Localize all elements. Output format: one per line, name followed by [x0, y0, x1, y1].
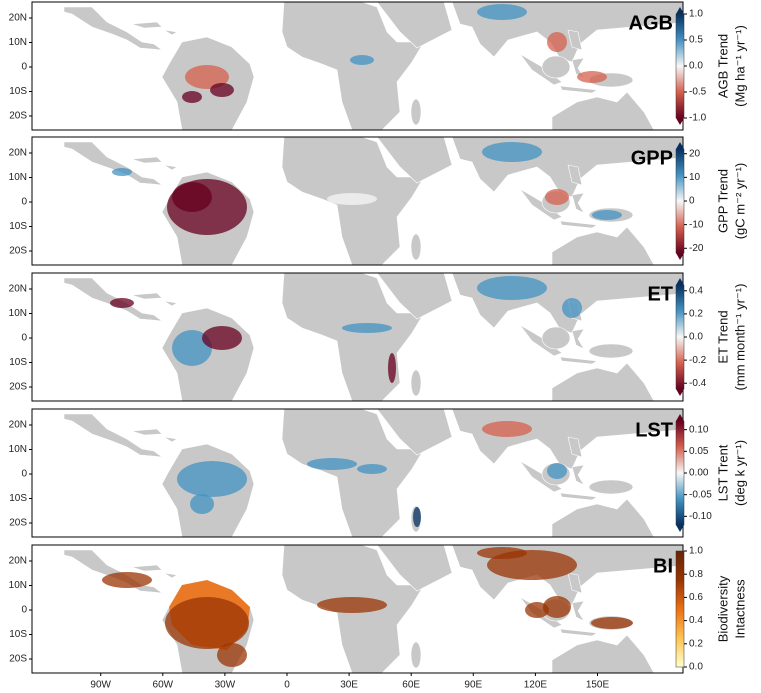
lat-label: 20N: [9, 148, 27, 159]
colorbar: [675, 420, 685, 526]
lat-label: 10S: [9, 493, 27, 504]
panel-label: BI: [653, 555, 673, 577]
colorbar-extend: [676, 7, 684, 14]
panel-label: LST: [635, 419, 673, 441]
lat-label: 10N: [9, 444, 27, 455]
colorbar-tick-label: 1.0: [689, 9, 703, 20]
colorbar-tick-label: 0.4: [689, 285, 703, 296]
lat-label: 0: [21, 333, 27, 344]
colorbar-tick-label: 1.0: [689, 546, 703, 557]
map-panel: [32, 137, 683, 265]
colorbar-title: (mm month⁻¹ yr⁻¹): [732, 284, 747, 391]
panel-label: AGB: [629, 12, 673, 34]
lat-label: 20N: [9, 556, 27, 567]
lon-label: 120E: [524, 680, 548, 691]
colorbar-tick-label: 0.8: [689, 569, 703, 580]
colorbar: [675, 148, 685, 254]
colorbar-tick-label: 0.5: [689, 35, 703, 46]
lon-label: 0: [284, 680, 290, 691]
lat-label: 10S: [9, 357, 27, 368]
lat-label: 20S: [9, 111, 27, 122]
colorbar-tick-label: 0: [689, 196, 695, 207]
lon-label: 90W: [90, 680, 111, 691]
colorbar-title: ET Trend: [715, 310, 730, 363]
colorbar-tick-label: 0.0: [689, 332, 703, 343]
lat-label: 10N: [9, 37, 27, 48]
colorbar-extend: [676, 414, 684, 421]
colorbar-title: GPP Trend: [715, 169, 730, 233]
panel-label: GPP: [631, 147, 673, 169]
map-panel: [32, 409, 683, 537]
lat-label: 10N: [9, 580, 27, 591]
colorbar-tick-label: 0.2: [689, 638, 703, 649]
colorbar-extend: [676, 142, 684, 149]
lat-label: 20S: [9, 654, 27, 665]
lon-label: 30W: [215, 680, 236, 691]
map-panel: [32, 2, 683, 130]
colorbar-title: (gC m⁻² yr⁻¹): [732, 163, 747, 240]
colorbar-tick-label: 0.6: [689, 592, 703, 603]
colorbar-tick-label: -0.2: [689, 355, 707, 366]
lat-label: 10N: [9, 172, 27, 183]
lat-label: 0: [21, 469, 27, 480]
lat-label: 0: [21, 605, 27, 616]
colorbar: [675, 13, 685, 119]
colorbar-tick-label: 0.10: [689, 424, 709, 435]
colorbar-tick-label: -0.5: [689, 87, 707, 98]
colorbar-tick-label: -0.10: [689, 511, 712, 522]
lon-label: 90E: [464, 680, 482, 691]
colorbar-title: Biodiversity: [715, 575, 730, 642]
colorbar-tick-label: 0.05: [689, 446, 709, 457]
colorbar-title: (deg k yr⁻¹): [732, 440, 747, 506]
colorbar-title: AGB Trend: [715, 34, 730, 98]
lat-label: 20N: [9, 420, 27, 431]
lat-label: 10S: [9, 86, 27, 97]
lat-label: 0: [21, 197, 27, 208]
colorbar-tick-label: -1.0: [689, 113, 707, 124]
colorbar-tick-label: 0.0: [689, 662, 703, 673]
colorbar-tick-label: -0.4: [689, 378, 707, 389]
map-panel: [32, 545, 683, 673]
lat-label: 20S: [9, 382, 27, 393]
colorbar-tick-label: 20: [689, 148, 701, 159]
colorbar: [675, 550, 685, 668]
colorbar-tick-label: 0.4: [689, 615, 703, 626]
colorbar-extend: [676, 525, 684, 532]
colorbar-title: (Mg ha⁻¹ yr⁻¹): [732, 25, 747, 107]
colorbar-tick-label: 0.00: [689, 468, 709, 479]
colorbar-extend: [676, 253, 684, 260]
panel-label: ET: [647, 283, 673, 305]
lat-label: 10S: [9, 629, 27, 640]
colorbar-tick-label: 0.2: [689, 309, 703, 320]
colorbar-tick-label: 0.0: [689, 61, 703, 72]
colorbar-tick-label: -10: [689, 219, 704, 230]
lat-label: 20N: [9, 13, 27, 24]
map-panel: [32, 273, 683, 401]
colorbar-extend: [676, 278, 684, 285]
lon-label: 60W: [153, 680, 174, 691]
lat-label: 10N: [9, 308, 27, 319]
lat-label: 0: [21, 62, 27, 73]
lon-label: 60E: [402, 680, 420, 691]
colorbar-extend: [676, 389, 684, 396]
lat-label: 20N: [9, 284, 27, 295]
colorbar-title: Intactness: [732, 579, 747, 639]
lat-label: 20S: [9, 246, 27, 257]
colorbar: [675, 284, 685, 390]
lon-label: 30E: [340, 680, 358, 691]
colorbar-tick-label: -0.05: [689, 489, 712, 500]
colorbar-title: LST Trent: [715, 444, 730, 501]
colorbar-extend: [676, 118, 684, 125]
lat-label: 20S: [9, 518, 27, 529]
lat-label: 10S: [9, 221, 27, 232]
lon-label: 150E: [586, 680, 610, 691]
colorbar-tick-label: -20: [689, 243, 704, 254]
colorbar-tick-label: 10: [689, 172, 701, 183]
